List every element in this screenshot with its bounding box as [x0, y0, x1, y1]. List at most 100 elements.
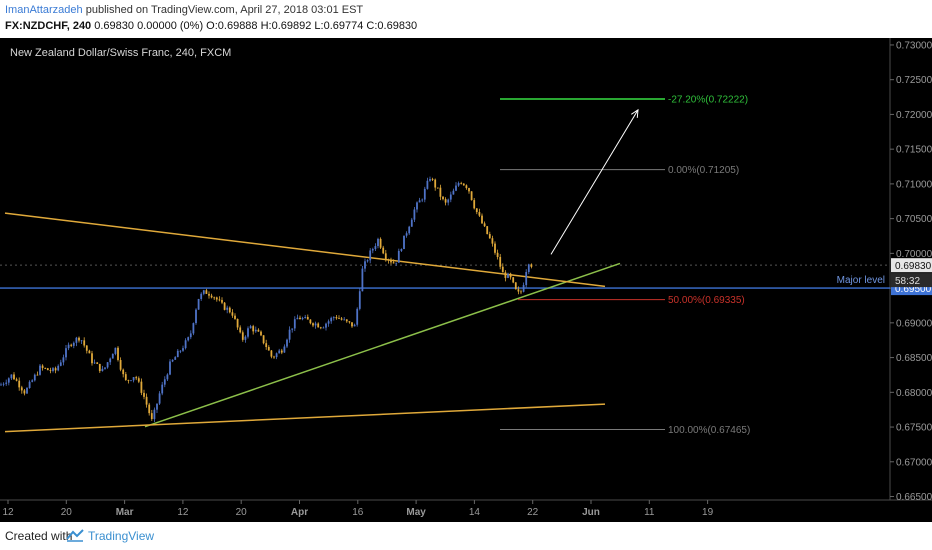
candle-body — [364, 261, 366, 269]
major-level-price-badge: 0.69500 — [895, 284, 932, 295]
countdown-badge-bg — [891, 273, 932, 288]
candle-body — [299, 317, 301, 320]
candle-body — [98, 363, 101, 372]
y-tick-label: 0.70000 — [896, 249, 932, 260]
candle-body — [44, 367, 47, 369]
candle-body — [496, 252, 499, 258]
candle-body — [312, 323, 314, 326]
x-tick-label: 12 — [2, 507, 14, 518]
candle-body — [465, 185, 468, 189]
candle-body — [327, 321, 330, 324]
candle-body — [306, 316, 309, 320]
candle-body — [114, 347, 117, 354]
candle-body — [197, 298, 200, 310]
fib-level-label: 0.00%(0.71205) — [668, 165, 739, 176]
candle-body — [15, 379, 18, 381]
x-tick-label: 16 — [352, 507, 364, 518]
candle-body — [33, 374, 36, 381]
candle-body — [475, 208, 478, 213]
candle-body — [353, 324, 356, 327]
candle-body — [41, 365, 44, 368]
candle-body — [488, 234, 491, 239]
candle-body — [156, 403, 158, 410]
candle-body — [23, 390, 26, 394]
candle-body — [439, 187, 442, 197]
candle-body — [187, 337, 190, 341]
candle-body — [338, 318, 340, 320]
x-tick-label: 12 — [177, 507, 189, 518]
candle-body — [226, 307, 229, 310]
y-tick-label: 0.67000 — [896, 457, 932, 468]
candle-body — [62, 357, 65, 363]
candle-body — [309, 319, 312, 324]
candle-body — [221, 300, 223, 303]
candle-body — [145, 396, 148, 405]
candle-body — [413, 209, 416, 220]
candle-body — [473, 200, 476, 209]
candle-body — [387, 259, 390, 261]
tradingview-brand[interactable]: TradingView — [88, 529, 155, 543]
candle-body — [509, 273, 512, 278]
candle-body — [408, 226, 411, 234]
y-tick-label: 0.68500 — [896, 353, 932, 364]
chart-canvas[interactable]: 0.73000 0.72500 0.72000 0.71500 0.71000 0.705… — [0, 38, 932, 522]
candle-body — [163, 379, 166, 385]
current-price-badge: 0.69830 — [895, 261, 932, 272]
candle-body — [460, 183, 463, 184]
candle-body — [434, 179, 437, 188]
candle-body — [418, 200, 421, 203]
candle-body — [143, 392, 145, 397]
projection-arrow-head — [631, 108, 639, 118]
candle-body — [514, 282, 517, 290]
candle-body — [210, 295, 213, 298]
candle-body — [265, 343, 268, 348]
candle-body — [67, 344, 70, 349]
candle-body — [192, 323, 195, 334]
tradingview-logo-icon[interactable] — [66, 528, 84, 547]
y-tick-label: 0.68000 — [896, 388, 932, 399]
candle-body — [52, 368, 54, 371]
x-tick-label: 20 — [236, 507, 248, 518]
candle-body — [88, 350, 91, 354]
y-tick-label: 0.72500 — [896, 75, 932, 86]
y-tick-label: 0.73000 — [896, 40, 932, 51]
candle-body — [130, 380, 132, 382]
author-link[interactable]: ImanAttarzadeh — [5, 4, 83, 16]
y-tick-label: 0.69000 — [896, 318, 932, 329]
price-chart[interactable]: 0.73000 0.72500 0.72000 0.71500 0.71000 0.705… — [0, 38, 932, 522]
candle-body — [91, 353, 93, 364]
trend-line-lower-wedge — [4, 403, 606, 433]
candle-body — [390, 260, 392, 263]
candle-body — [403, 235, 405, 250]
candle-body — [161, 384, 164, 394]
candle-body — [75, 337, 78, 343]
candle-body — [280, 350, 283, 353]
published-text: published on TradingView.com, April 27, … — [85, 4, 364, 16]
candle-body — [351, 322, 353, 327]
chart-header: ImanAttarzadeh published on TradingView.… — [0, 0, 932, 38]
candle-body — [117, 347, 119, 361]
candle-body — [189, 333, 192, 338]
candle-body — [478, 212, 481, 216]
candle-body — [517, 289, 520, 292]
candle-body — [26, 387, 28, 394]
candle-body — [111, 353, 114, 359]
candle-body — [36, 374, 39, 376]
trend-line-uptrend — [144, 262, 621, 428]
candle-body — [301, 318, 304, 320]
candle-body — [273, 356, 275, 358]
candle-body — [288, 329, 291, 340]
candle-body — [358, 291, 361, 309]
x-tick-label: 20 — [61, 507, 73, 518]
x-tick-label: Jun — [582, 507, 600, 518]
candle-body — [348, 321, 351, 323]
candle-body — [384, 253, 387, 260]
candle-body — [213, 297, 216, 299]
candle-body — [520, 291, 522, 293]
candle-body — [218, 299, 221, 301]
candle-body — [166, 374, 169, 380]
candle-body — [447, 199, 450, 203]
candle-body — [148, 404, 151, 414]
candle-body — [452, 190, 455, 195]
candle-body — [410, 219, 413, 227]
